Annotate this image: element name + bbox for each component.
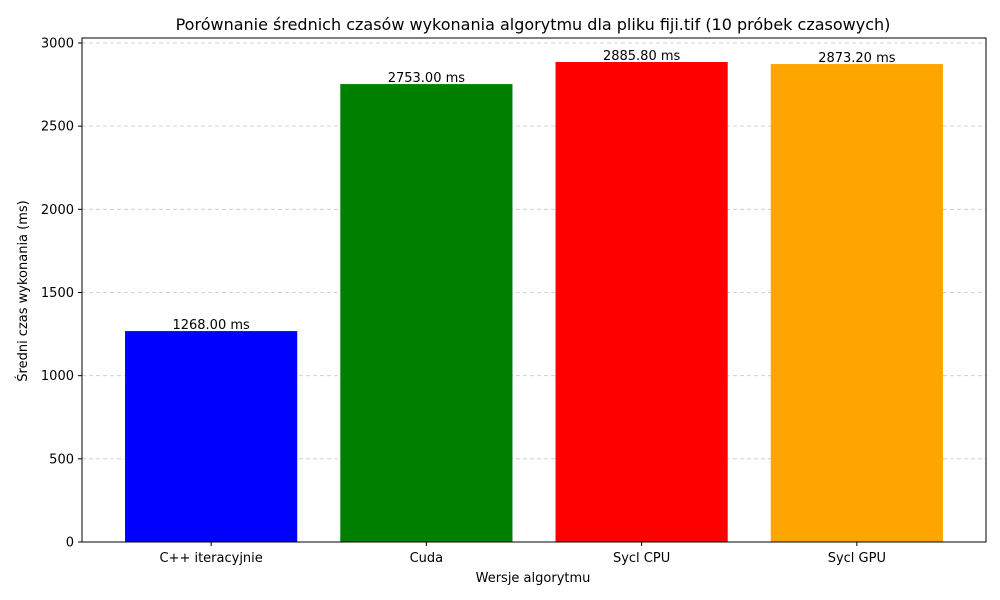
bar (555, 61, 728, 542)
y-tick-label: 3000 (41, 36, 74, 51)
y-tick-label: 1500 (41, 286, 74, 301)
y-tick-label: 1000 (41, 369, 74, 384)
bar (125, 331, 298, 542)
bar-value-label: 1268.00 ms (172, 318, 250, 333)
x-axis: C++ iteracyjnie Cuda Sycl CPU Sycl GPU (159, 542, 886, 566)
bars (125, 61, 943, 543)
x-tick-label: Sycl CPU (613, 551, 670, 566)
x-axis-label: Wersje algorytmu (476, 571, 591, 586)
chart-title: Porównanie średnich czasów wykonania alg… (176, 15, 891, 34)
y-tick-label: 2000 (41, 203, 74, 218)
bar-value-label: 2885.80 ms (603, 49, 681, 64)
y-axis-label: Średni czas wykonania (ms) (15, 200, 31, 381)
plot-frame (81, 37, 987, 543)
y-tick-label: 2500 (41, 120, 74, 135)
x-tick-label: Sycl GPU (828, 551, 886, 566)
bar (770, 64, 943, 543)
bar-value-labels: 1268.00 ms 2753.00 ms 2885.80 ms 2873.20 ms (172, 49, 895, 333)
y-tick-label: 500 (49, 452, 74, 467)
y-axis: 0 500 1000 1500 2000 2500 3000 (41, 36, 82, 551)
bar-value-label: 2753.00 ms (388, 71, 466, 86)
x-tick-label: C++ iteracyjnie (159, 551, 262, 566)
bar (340, 84, 513, 542)
x-tick-label: Cuda (410, 551, 444, 566)
y-tick-label: 0 (66, 536, 74, 551)
bar-value-label: 2873.20 ms (818, 51, 896, 66)
